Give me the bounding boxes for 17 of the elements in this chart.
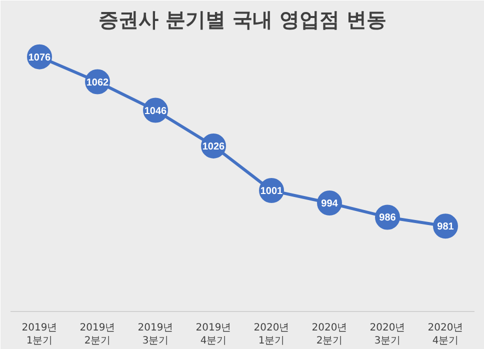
data-label: 1026 — [202, 141, 226, 152]
x-tick-label: 2019년 2분기 — [80, 322, 116, 347]
x-tick-label: 2020년 3분기 — [370, 322, 406, 347]
data-label: 1001 — [260, 186, 284, 198]
x-tick-label: 2019년 4분기 — [196, 322, 232, 347]
x-tick-label: 2019년 3분기 — [138, 322, 174, 347]
chart-title: 증권사 분기별 국내 영업점 변동 — [98, 8, 386, 32]
data-label: 1046 — [144, 106, 168, 117]
data-label: 1076 — [28, 52, 52, 64]
x-tick-label: 2020년 4분기 — [428, 322, 464, 347]
x-tick-label: 2020년 1분기 — [254, 322, 290, 347]
data-label: 986 — [379, 212, 396, 224]
data-label: 994 — [321, 198, 338, 210]
x-tick-label: 2019년 1분기 — [22, 322, 58, 347]
data-label: 981 — [437, 222, 454, 233]
data-label: 1062 — [86, 77, 110, 88]
x-tick-label: 2020년 2분기 — [312, 322, 348, 347]
